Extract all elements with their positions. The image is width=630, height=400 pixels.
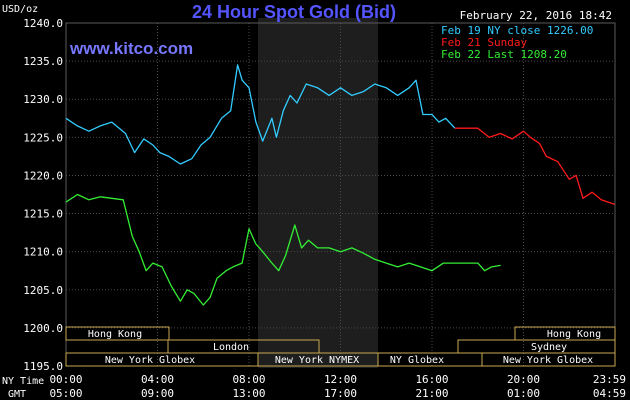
x-tick-label-ny: 20:00 xyxy=(507,373,540,386)
x-tick-label-gmt: 21:00 xyxy=(415,387,448,400)
x-tick-label-gmt: 04:59 xyxy=(593,387,626,400)
y-tick-label: 1220.0 xyxy=(23,169,63,182)
timestamp: February 22, 2016 18:42 xyxy=(460,9,612,22)
session-label-ny-globex-2: NY Globex xyxy=(390,355,444,366)
session-label-ny-globex: New York Globex xyxy=(105,355,195,366)
series-layer xyxy=(65,64,616,306)
x-tick-label-gmt: 01:00 xyxy=(507,387,540,400)
x-tick-label-gmt: 09:00 xyxy=(141,387,174,400)
highlight-band xyxy=(258,18,378,368)
ny-time-label: NY Time xyxy=(2,376,44,387)
unit-label: USD/oz xyxy=(2,4,38,15)
y-tick-label: 1235.0 xyxy=(23,55,63,68)
session-box-ny-globex-3 xyxy=(481,352,616,367)
x-tick-label-ny: 08:00 xyxy=(232,373,265,386)
session-box-hong-kong xyxy=(65,326,170,341)
y-tick-label: 1195.0 xyxy=(23,360,63,373)
x-axis-labels: 00:00 04:00 08:00 12:00 16:00 20:00 23:59 05:00… xyxy=(49,373,626,400)
x-tick-label-gmt: 17:00 xyxy=(324,387,357,400)
x-tick-label-ny: 16:00 xyxy=(415,373,448,386)
series-line-2 xyxy=(65,193,501,306)
legend-entry: Feb 21 Sunday xyxy=(441,36,527,49)
y-tick-label: 1225.0 xyxy=(23,131,63,144)
y-tick-label: 1240.0 xyxy=(23,17,63,30)
gmt-label: GMT xyxy=(8,389,26,400)
x-tick-label-gmt: 13:00 xyxy=(232,387,265,400)
y-tick-label: 1215.0 xyxy=(23,208,63,221)
session-label-ny-nymex: New York NYMEX xyxy=(275,355,359,366)
session-label-ny-globex-3: New York Globex xyxy=(503,355,593,366)
session-label-hong-kong: Hong Kong xyxy=(88,329,142,340)
series-line-1 xyxy=(454,127,616,206)
x-tick-label-ny: 12:00 xyxy=(324,373,357,386)
y-tick-label: 1210.0 xyxy=(23,246,63,259)
y-tick-label: 1200.0 xyxy=(23,322,63,335)
x-tick-label-ny: 04:00 xyxy=(141,373,174,386)
y-tick-label: 1230.0 xyxy=(23,93,63,106)
session-label-london: London xyxy=(213,342,249,353)
chart-title: 24 Hour Spot Gold (Bid) xyxy=(192,2,396,22)
session-row-3: New York Globex New York NYMEX NY Globex… xyxy=(65,352,616,367)
y-tick-label: 1205.0 xyxy=(23,284,63,297)
site-link[interactable]: www.kitco.com xyxy=(69,39,193,58)
legend-entry: Feb 19 NY close 1226.00 xyxy=(441,24,593,37)
session-label-hong-kong-2: Hong Kong xyxy=(547,329,601,340)
legend-entry: Feb 22 Last 1208.20 xyxy=(441,48,567,61)
x-tick-label-ny: 00:00 xyxy=(49,373,82,386)
y-axis-labels: 1240.0 1235.0 1230.0 1225.0 1220.0 1215.0 1210… xyxy=(23,17,63,373)
session-label-sydney: Sydney xyxy=(531,342,567,353)
x-tick-label-gmt: 05:00 xyxy=(49,387,82,400)
x-tick-label-ny: 23:59 xyxy=(593,373,626,386)
series-line-0 xyxy=(65,64,456,165)
